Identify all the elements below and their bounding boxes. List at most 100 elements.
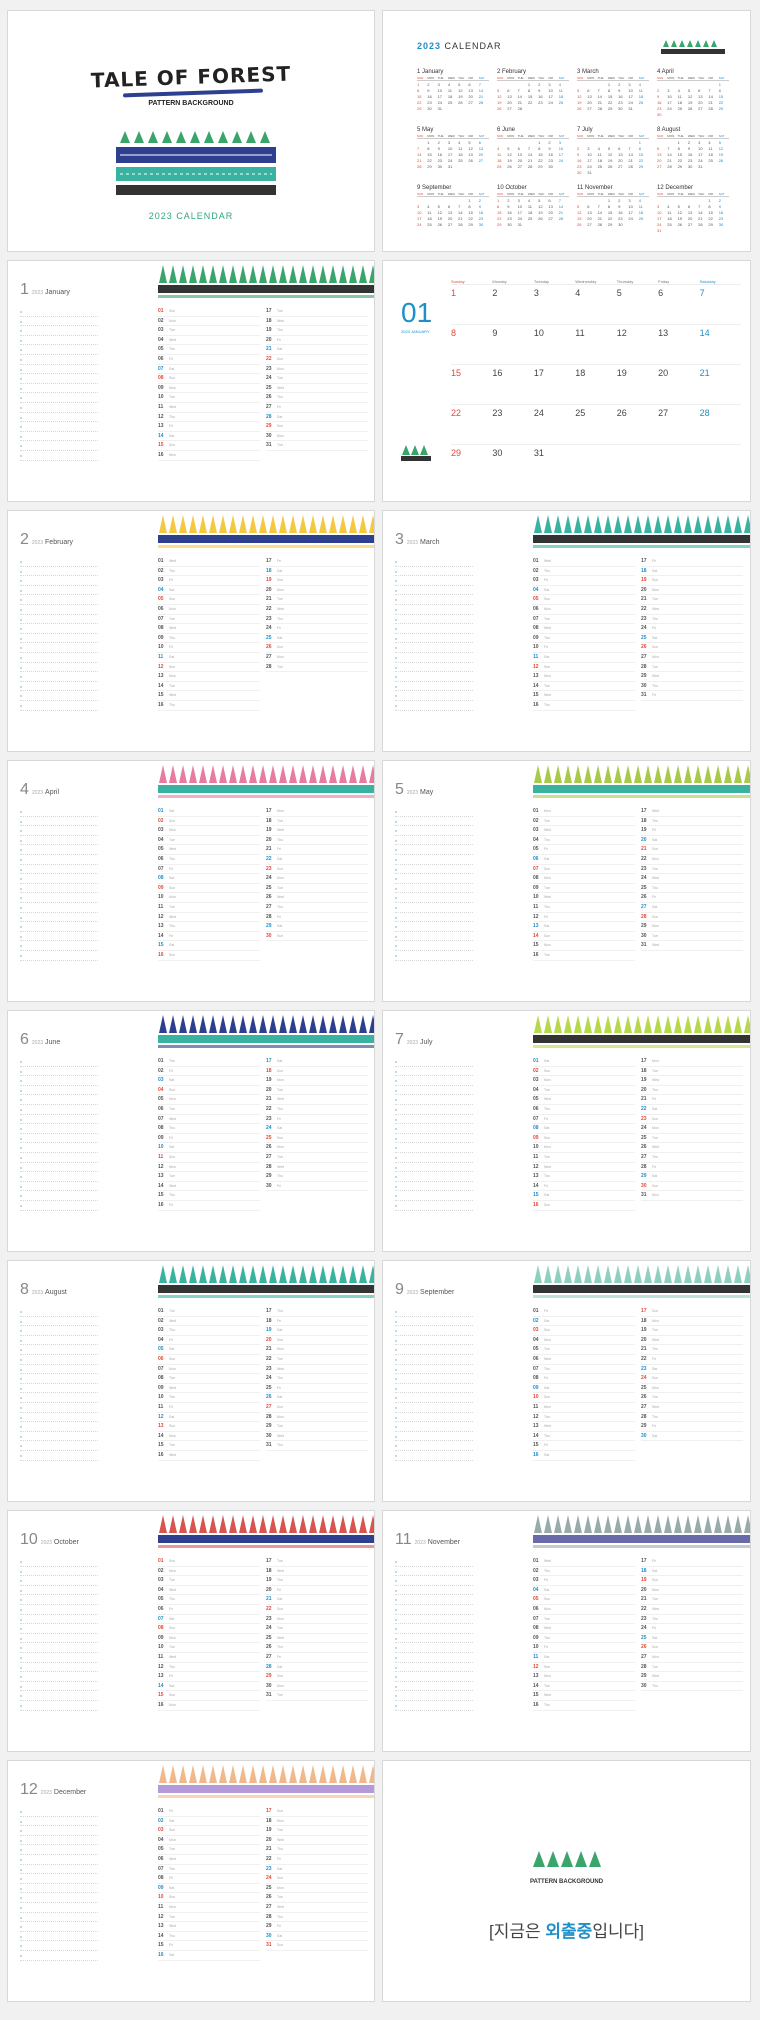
day-row: 20 Thu	[266, 836, 368, 846]
day-row: 29 Wed	[641, 1672, 743, 1682]
week-row: 15 16 17 18 19 20 21	[451, 364, 741, 404]
month-page-april: 4 2023 April 01 Sat 02 Sun 03 Mon 04 Tue 05 Wed 06 Thu…	[7, 760, 375, 1002]
day-cell[interactable]: 3	[533, 288, 539, 298]
day-cell[interactable]: 8	[451, 328, 457, 338]
month-grid: Sunday Monday Tuesday Wednesday Thursday Frid…	[451, 279, 741, 484]
day-cell[interactable]: 31	[533, 448, 544, 458]
day-row: 25 Sat	[266, 634, 368, 644]
day-row: 06 Wed	[533, 1355, 635, 1365]
day-cell[interactable]: 28	[699, 408, 710, 418]
day-row: 17 Thu	[266, 1307, 368, 1317]
day-row: 20 Fri	[266, 336, 368, 346]
day-cell[interactable]: 22	[451, 408, 462, 418]
day-cell[interactable]: 27	[658, 408, 669, 418]
day-row: 12 Thu	[158, 1663, 260, 1673]
day-row: 14 Thu	[533, 1432, 635, 1442]
day-cell[interactable]: 30	[492, 448, 503, 458]
day-row: 05 Fri	[533, 845, 635, 855]
day-row: 30 Sun	[266, 932, 368, 942]
day-cell[interactable]	[617, 445, 658, 484]
day-cell[interactable]: 16	[492, 368, 503, 378]
day-row: 19 Sun	[641, 576, 743, 586]
day-cell[interactable]: 21	[699, 368, 710, 378]
day-row: 10 Fri	[158, 643, 260, 653]
day-row: 21 Tue	[266, 595, 368, 605]
day-cell[interactable]: 10	[533, 328, 544, 338]
day-row: 15 Fri	[533, 1441, 635, 1451]
day-row: 04 Wed	[158, 1586, 260, 1596]
day-row: 20 Sat	[641, 836, 743, 846]
day-cell[interactable]: 20	[658, 368, 669, 378]
day-column-1: 01 Wed 02 Thu 03 Fri 04 Sat 05 Sun 06 Mon 07 Tue 08 Wed…	[158, 557, 260, 711]
day-row: 07 Mon	[158, 1365, 260, 1375]
day-cell[interactable]	[575, 445, 616, 484]
day-cell[interactable]: 14	[699, 328, 710, 338]
day-row: 04 Tue	[158, 836, 260, 846]
day-cell[interactable]: 1	[451, 288, 457, 298]
day-cell[interactable]: 13	[658, 328, 669, 338]
day-row: 28 Wed	[266, 1163, 368, 1173]
day-row: 11 Mon	[158, 1903, 260, 1913]
day-row: 28 Sun	[641, 913, 743, 923]
day-row: 03 Fri	[533, 576, 635, 586]
day-row: 05 Sun	[158, 595, 260, 605]
day-cell[interactable]: 9	[492, 328, 498, 338]
day-cell[interactable]: 29	[451, 448, 462, 458]
day-row: 03 Fri	[533, 1576, 635, 1586]
day-row: 29 Sat	[641, 1172, 743, 1182]
day-row: 25 Tue	[266, 884, 368, 894]
day-row: 11 Wed	[158, 1653, 260, 1663]
day-row: 12 Wed	[533, 1163, 635, 1173]
day-row: 26 Sun	[641, 643, 743, 653]
day-cell[interactable]: 26	[616, 408, 627, 418]
day-cell[interactable]: 15	[451, 368, 462, 378]
day-row: 18 Tue	[266, 817, 368, 827]
day-row: 04 Sat	[533, 586, 635, 596]
day-row: 11 Mon	[533, 1403, 635, 1413]
day-cell[interactable]: 18	[575, 368, 586, 378]
day-row: 02 Sat	[533, 1317, 635, 1327]
day-cell[interactable]: 11	[575, 328, 585, 338]
day-cell[interactable]: 19	[616, 368, 627, 378]
day-cell[interactable]: 4	[575, 288, 581, 298]
week-row: 22 23 24 25 26 27 28	[451, 404, 741, 444]
day-row: 09 Thu	[533, 634, 635, 644]
day-row: 02 Thu	[533, 567, 635, 577]
day-row: 06 Thu	[158, 855, 260, 865]
day-row: 06 Mon	[533, 1605, 635, 1615]
day-row: 12 Sat	[158, 1413, 260, 1423]
day-cell[interactable]: 23	[492, 408, 503, 418]
day-cell[interactable]: 12	[616, 328, 627, 338]
day-row: 22 Fri	[266, 1855, 368, 1865]
day-column-2: 17 Tue 18 Wed 19 Thu 20 Fri 21 Sat 22 Sun 23 Mon 24 Tue…	[266, 307, 368, 451]
day-row: 27 Mon	[266, 653, 368, 663]
day-column-1: 01 Fri 02 Sat 03 Sun 04 Mon 05 Tue 06 Wed 07 Thu 08 Fri…	[533, 1307, 635, 1461]
day-cell[interactable]: 5	[616, 288, 622, 298]
day-row: 14 Wed	[158, 1182, 260, 1192]
note-lines	[20, 1557, 98, 1711]
day-row: 25 Wed	[266, 1634, 368, 1644]
day-cell[interactable]	[658, 445, 699, 484]
day-row: 10 Mon	[533, 1143, 635, 1153]
day-row: 09 Fri	[158, 1134, 260, 1144]
day-row: 14 Tue	[533, 1682, 635, 1692]
day-cell[interactable]: 7	[699, 288, 705, 298]
day-cell[interactable]: 6	[658, 288, 664, 298]
day-row: 13 Sun	[158, 1422, 260, 1432]
day-row: 03 Tue	[158, 1576, 260, 1586]
day-row: 20 Wed	[266, 1836, 368, 1846]
note-lines	[395, 807, 473, 961]
day-column-2: 17 Fri 18 Sat 19 Sun 20 Mon 21 Tue 22 Wed 23 Thu 24 Fri…	[641, 557, 743, 701]
day-row: 02 Wed	[158, 1317, 260, 1327]
day-row: 09 Tue	[533, 884, 635, 894]
day-cell[interactable]: 2	[492, 288, 498, 298]
day-cell[interactable]: 24	[533, 408, 544, 418]
day-row: 23 Thu	[266, 615, 368, 625]
day-row: 12 Mon	[158, 1163, 260, 1173]
day-row: 30 Thu	[641, 682, 743, 692]
day-cell[interactable]: 17	[533, 368, 544, 378]
day-row: 05 Tue	[533, 1345, 635, 1355]
day-cell[interactable]	[700, 445, 741, 484]
day-cell[interactable]: 25	[575, 408, 586, 418]
day-row: 13 Tue	[158, 1172, 260, 1182]
